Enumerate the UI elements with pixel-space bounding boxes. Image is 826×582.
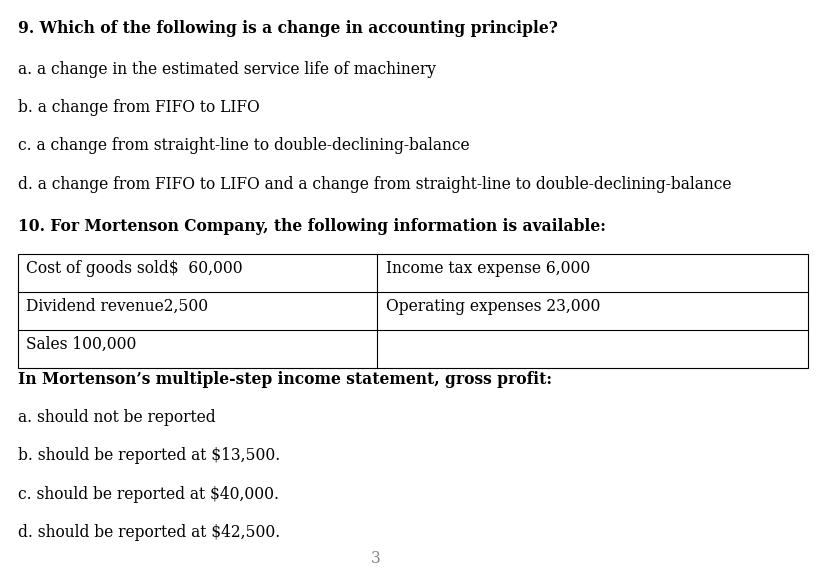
Text: c. should be reported at $40,000.: c. should be reported at $40,000.: [18, 486, 279, 503]
Text: Income tax expense 6,000: Income tax expense 6,000: [386, 260, 590, 277]
Text: Dividend revenue2,500: Dividend revenue2,500: [26, 298, 208, 315]
Text: b. a change from FIFO to LIFO: b. a change from FIFO to LIFO: [18, 99, 260, 116]
Text: In Mortenson’s multiple-step income statement, gross profit:: In Mortenson’s multiple-step income stat…: [18, 371, 552, 388]
Text: Cost of goods sold$  60,000: Cost of goods sold$ 60,000: [26, 260, 243, 277]
Text: Sales 100,000: Sales 100,000: [26, 336, 137, 353]
Text: 10. For Mortenson Company, the following information is available:: 10. For Mortenson Company, the following…: [18, 218, 606, 235]
Text: Operating expenses 23,000: Operating expenses 23,000: [386, 298, 601, 315]
Text: d. a change from FIFO to LIFO and a change from straight-line to double-declinin: d. a change from FIFO to LIFO and a chan…: [18, 176, 732, 193]
Text: b. should be reported at $13,500.: b. should be reported at $13,500.: [18, 448, 280, 464]
Text: a. should not be reported: a. should not be reported: [18, 409, 216, 426]
Text: a. a change in the estimated service life of machinery: a. a change in the estimated service lif…: [18, 61, 436, 77]
Bar: [18, 254, 808, 368]
Text: 9. Which of the following is a change in accounting principle?: 9. Which of the following is a change in…: [18, 20, 558, 37]
Text: d. should be reported at $42,500.: d. should be reported at $42,500.: [18, 524, 280, 541]
Text: 3: 3: [371, 550, 381, 567]
Text: c. a change from straight-line to double-declining-balance: c. a change from straight-line to double…: [18, 137, 470, 154]
